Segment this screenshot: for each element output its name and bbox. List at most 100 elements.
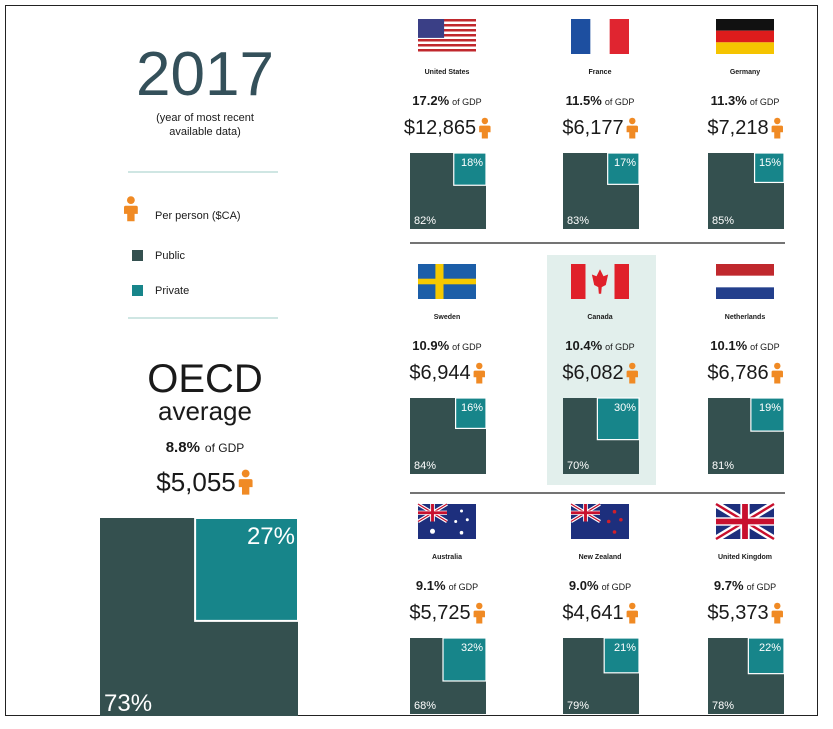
public-label: 68%: [414, 700, 436, 712]
gdp-share: 11.5%: [566, 93, 603, 108]
gdp-line: 10.4% of GDP: [565, 338, 634, 353]
per-person: $6,082: [562, 362, 623, 384]
country-name: Germany: [730, 69, 760, 76]
flag-part: [465, 518, 469, 522]
per-person: $7,218: [707, 117, 768, 139]
private-label: 18%: [461, 157, 483, 169]
per-person: $6,944: [409, 362, 470, 384]
flag: [716, 264, 774, 299]
private-square: [596, 397, 640, 441]
private-square: [747, 637, 785, 675]
private-square: [603, 637, 640, 674]
gdp-line: 11.5% of GDP: [566, 93, 635, 108]
flag-part: [418, 24, 476, 27]
flag-part: [606, 519, 611, 524]
flag-part: [571, 264, 586, 299]
public-label: 73%: [104, 690, 152, 717]
per-person: $12,865: [404, 117, 476, 139]
private-square: [750, 397, 785, 432]
private-square: [453, 152, 487, 186]
oecd-subtitle: average: [158, 396, 252, 426]
legend-label: Public: [155, 250, 185, 262]
flag-part: [612, 530, 617, 534]
flag-part: [418, 278, 476, 285]
flag: [571, 264, 629, 299]
private-label: 22%: [759, 642, 781, 654]
gdp-unit: of GDP: [452, 97, 482, 107]
gdp-share: 9.7%: [714, 578, 744, 593]
frame: [5, 5, 818, 716]
person-icon: [771, 362, 783, 384]
flag: [418, 264, 476, 299]
legend-swatch: [132, 285, 143, 296]
public-label: 82%: [414, 215, 436, 227]
flag: [418, 19, 476, 52]
gdp-line: 9.7% of GDP: [714, 578, 776, 593]
public-label: 70%: [567, 460, 589, 472]
person-icon: [771, 602, 783, 624]
flag: [417, 502, 476, 539]
flag-part: [460, 509, 463, 513]
flag-part: [591, 269, 609, 294]
gdp-share: 8.8%: [166, 439, 200, 456]
public-label: 85%: [712, 215, 734, 227]
flag-part: [418, 19, 476, 22]
oecd-gdp: 8.8% of GDP: [166, 439, 245, 456]
person-icon: [473, 602, 485, 624]
private-label: 30%: [614, 402, 636, 414]
public-label: 83%: [567, 215, 589, 227]
gdp-unit: of GDP: [205, 441, 244, 455]
country-name: Canada: [587, 314, 612, 321]
year: 2017: [136, 40, 274, 109]
country-name: United States: [425, 69, 470, 76]
flag: [714, 501, 776, 542]
per-person: $6,786: [707, 362, 768, 384]
private-label: 19%: [759, 402, 781, 414]
gdp-line: 17.2% of GDP: [412, 93, 481, 108]
person-icon: [626, 602, 638, 624]
flag-part: [619, 517, 623, 522]
country-name: United Kingdom: [718, 554, 772, 561]
gdp-unit: of GDP: [750, 342, 780, 352]
flag-part: [716, 42, 774, 54]
gdp-line: 10.1% of GDP: [710, 338, 779, 353]
gdp-unit: of GDP: [602, 582, 632, 592]
flag-part: [418, 511, 447, 515]
private-label: 17%: [614, 157, 636, 169]
gdp-unit: of GDP: [605, 97, 635, 107]
year-note: (year of most recent: [156, 112, 254, 124]
flag-part: [418, 39, 476, 42]
gdp-unit: of GDP: [750, 97, 780, 107]
private-square: [194, 517, 299, 622]
gdp-line: 9.1% of GDP: [416, 578, 478, 593]
gdp-share: 10.9%: [412, 338, 449, 353]
flag: [571, 19, 629, 54]
flag: [570, 502, 629, 539]
person-icon: [473, 362, 485, 384]
person-icon: [479, 117, 491, 139]
flag-part: [612, 509, 617, 514]
gdp-share: 10.1%: [710, 338, 747, 353]
gdp-share: 17.2%: [412, 93, 449, 108]
per-person: $4,641: [562, 602, 623, 624]
year-note: available data): [169, 126, 241, 138]
private-square: [455, 397, 487, 429]
flag-part: [418, 34, 476, 37]
gdp-line: 10.9% of GDP: [412, 338, 481, 353]
flag-part: [716, 518, 774, 525]
flag-part: [418, 19, 445, 38]
flag-part: [716, 19, 774, 31]
private-label: 32%: [461, 642, 483, 654]
flag-part: [418, 44, 476, 47]
flag-part: [609, 19, 629, 54]
legend-label: Per person ($CA): [155, 210, 241, 222]
country-name: Australia: [432, 554, 462, 561]
flag-part: [571, 511, 600, 515]
country-name: Sweden: [434, 314, 460, 321]
per-person: $6,177: [562, 117, 623, 139]
country-name: Netherlands: [725, 314, 766, 321]
private-square: [753, 152, 785, 184]
per-person: $5,373: [707, 602, 768, 624]
flag-part: [716, 287, 774, 299]
